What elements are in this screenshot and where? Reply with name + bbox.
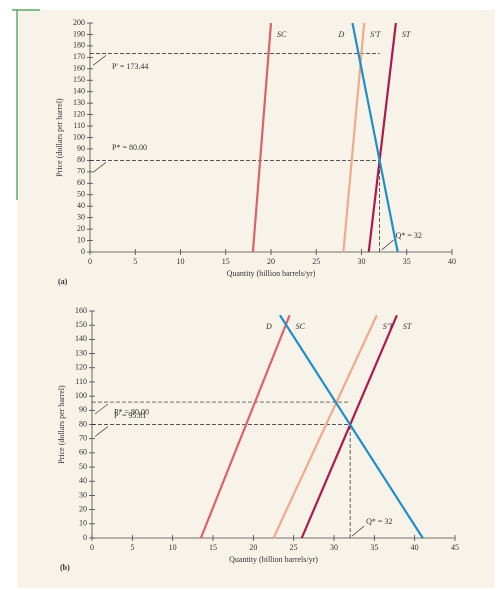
series-label: D	[265, 322, 272, 331]
y-tick-label: 20	[79, 504, 87, 513]
series-label: SC	[277, 30, 287, 39]
series-line	[279, 314, 424, 539]
y-tick-label: 130	[75, 348, 87, 357]
y-tick-label: 80	[77, 155, 85, 164]
y-axis-label: Price (dollars per barrel)	[57, 385, 66, 464]
x-axis-label: Quantity (billion barrels/yr)	[227, 269, 316, 278]
y-tick-label: 150	[73, 75, 85, 84]
y-tick-label: 140	[75, 334, 87, 343]
reference-label: P' = 173.44	[112, 62, 148, 71]
x-axis-label: Quantity (billion barrels/yr)	[229, 555, 318, 564]
y-tick-label: 80	[79, 419, 87, 428]
series-line	[300, 314, 398, 539]
x-tick-label: 25	[312, 257, 320, 266]
panel-background	[17, 10, 495, 588]
x-tick-label: 5	[130, 543, 134, 552]
x-tick-label: 30	[358, 257, 366, 266]
y-tick-label: 110	[73, 121, 85, 130]
series-label: ST	[402, 30, 411, 39]
x-tick-label: 40	[411, 543, 419, 552]
y-tick-label: 90	[79, 405, 87, 414]
y-tick-label: 190	[73, 29, 85, 38]
y-tick-label: 50	[77, 190, 85, 199]
label-pointer	[92, 55, 107, 66]
y-tick-label: 200	[73, 18, 85, 27]
series-label: SC	[296, 322, 306, 331]
y-tick-label: 10	[79, 519, 87, 528]
y-tick-label: 170	[73, 52, 85, 61]
series-label: D	[337, 30, 344, 39]
x-tick-label: 30	[330, 543, 338, 552]
y-tick-label: 0	[81, 247, 85, 256]
x-tick-label: 20	[267, 257, 275, 266]
reference-label: P* = 80.00	[112, 143, 147, 152]
x-tick-label: 20	[249, 543, 257, 552]
x-tick-label: 35	[403, 257, 411, 266]
label-pointer	[92, 162, 107, 173]
reference-label: Q* = 32	[366, 517, 392, 526]
y-tick-label: 60	[77, 178, 85, 187]
panel-label: (a)	[58, 277, 68, 286]
y-tick-label: 0	[83, 533, 87, 542]
series-label: S'T	[383, 322, 394, 331]
y-tick-label: 110	[75, 377, 87, 386]
y-tick-label: 60	[79, 448, 87, 457]
y-tick-label: 40	[79, 476, 87, 485]
x-tick-label: 15	[209, 543, 217, 552]
reference-label: P' = 95.81	[114, 411, 146, 420]
label-pointer	[351, 525, 365, 537]
x-tick-label: 15	[222, 257, 230, 266]
series-line	[367, 22, 397, 253]
panel-label: (b)	[60, 563, 70, 572]
reference-label: P* = 80.00	[114, 407, 149, 416]
series-line	[199, 314, 291, 539]
y-tick-label: 160	[75, 306, 87, 315]
y-tick-label: 130	[73, 98, 85, 107]
series-line	[351, 22, 399, 253]
y-tick-label: 70	[79, 434, 87, 443]
y-tick-label: 160	[73, 64, 85, 73]
x-tick-label: 40	[448, 257, 456, 266]
y-tick-label: 30	[77, 212, 85, 221]
y-tick-label: 10	[77, 235, 85, 244]
series-label: ST	[403, 322, 412, 331]
y-tick-label: 70	[77, 167, 85, 176]
x-tick-label: 10	[169, 543, 177, 552]
y-tick-label: 90	[77, 144, 85, 153]
x-tick-label: 0	[88, 257, 92, 266]
label-pointer	[94, 426, 109, 437]
reference-label: Q* = 32	[396, 231, 422, 240]
y-tick-label: 120	[75, 363, 87, 372]
y-tick-label: 100	[75, 391, 87, 400]
x-tick-label: 35	[370, 543, 378, 552]
y-tick-label: 140	[73, 87, 85, 96]
series-label: S'T	[370, 30, 381, 39]
x-tick-label: 25	[290, 543, 298, 552]
x-tick-label: 10	[177, 257, 185, 266]
x-tick-label: 5	[133, 257, 137, 266]
y-tick-label: 150	[75, 320, 87, 329]
series-line	[272, 314, 378, 539]
y-tick-label: 100	[73, 132, 85, 141]
y-tick-label: 30	[79, 490, 87, 499]
y-tick-label: 40	[77, 201, 85, 210]
y-tick-label: 50	[79, 462, 87, 471]
y-axis-label: Price (dollars per barrel)	[55, 98, 64, 177]
series-line	[251, 22, 273, 253]
y-tick-label: 120	[73, 109, 85, 118]
y-tick-label: 180	[73, 41, 85, 50]
x-tick-label: 45	[451, 543, 459, 552]
label-pointer	[94, 403, 109, 415]
y-tick-label: 20	[77, 224, 85, 233]
x-tick-label: 0	[90, 543, 94, 552]
label-pointer	[381, 239, 394, 251]
